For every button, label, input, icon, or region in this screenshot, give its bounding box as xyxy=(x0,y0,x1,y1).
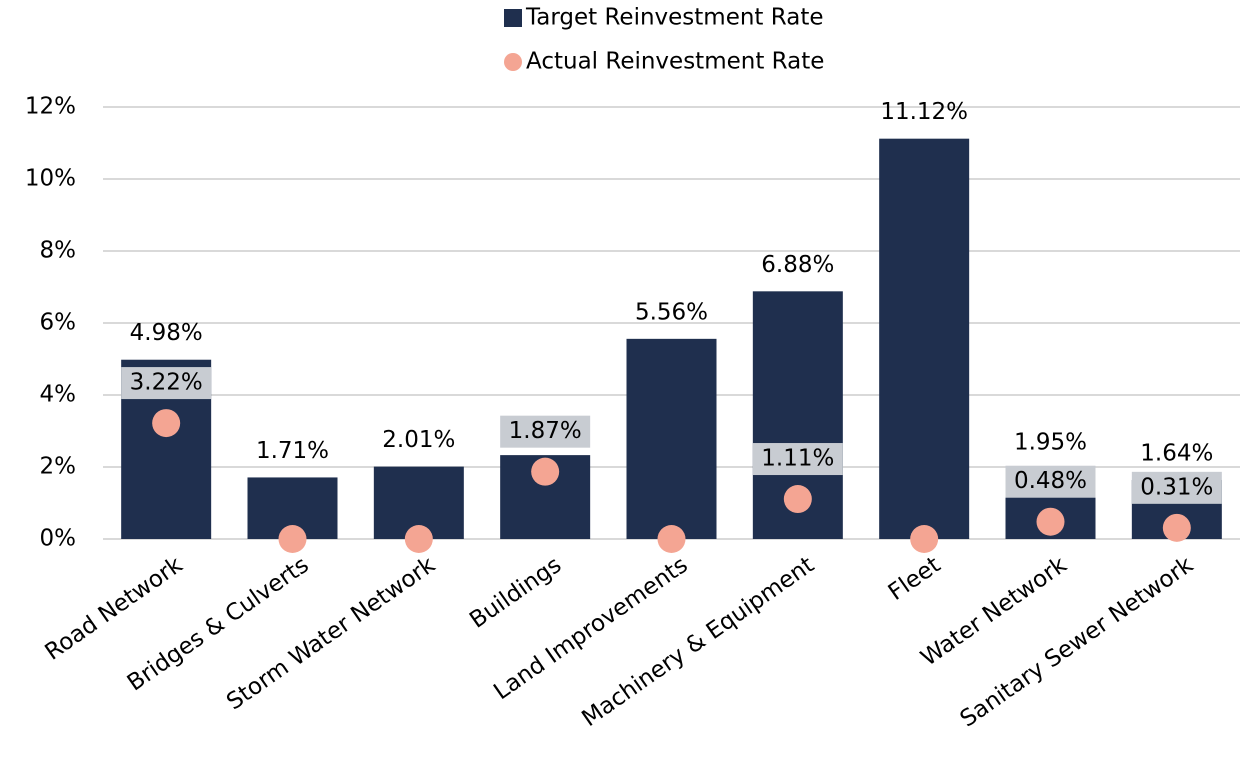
bar xyxy=(879,138,970,539)
x-tick-label: Sanitary Sewer Network xyxy=(956,552,1199,733)
point xyxy=(1162,513,1191,542)
label-background xyxy=(500,415,591,448)
point-value-label: 3.22% xyxy=(130,370,203,396)
y-tick-label: 12% xyxy=(25,94,76,120)
bar-value-label: 4.98% xyxy=(130,320,203,346)
bar-value-label: 2.01% xyxy=(382,427,455,453)
legend-swatch xyxy=(504,9,522,27)
point xyxy=(531,457,560,486)
point-value-label: 0.48% xyxy=(1014,468,1087,494)
legend-label: Target Reinvestment Rate xyxy=(525,5,824,31)
x-tick-label: Storm Water Network xyxy=(222,552,440,716)
legend-swatch xyxy=(504,53,522,71)
y-tick-label: 0% xyxy=(40,526,77,552)
point-value-label: 1.11% xyxy=(761,446,834,472)
label-background xyxy=(1131,471,1222,504)
bar-value-label: 11.12% xyxy=(880,99,968,125)
bar xyxy=(626,338,717,539)
y-tick-label: 10% xyxy=(25,166,76,192)
label-background xyxy=(752,443,843,476)
x-tick-label: Buildings xyxy=(465,552,566,634)
bar-value-label: 1.64% xyxy=(1140,440,1213,466)
bar-value-label: 1.71% xyxy=(256,438,329,464)
bar-value-label: 5.56% xyxy=(635,299,708,325)
legend-label: Actual Reinvestment Rate xyxy=(526,49,824,75)
point-value-label: 1.87% xyxy=(509,418,582,444)
point xyxy=(404,525,433,553)
bar-value-label: 6.88% xyxy=(761,252,834,278)
y-tick-label: 6% xyxy=(40,310,77,336)
x-tick-label: Fleet xyxy=(884,552,946,606)
point xyxy=(910,525,939,553)
point-value-label: 0.31% xyxy=(1140,474,1213,500)
y-tick-label: 4% xyxy=(40,382,77,408)
label-background xyxy=(121,367,212,400)
bar-value-label: 1.95% xyxy=(1014,429,1087,455)
point xyxy=(657,525,686,553)
point xyxy=(783,485,812,514)
y-tick-label: 2% xyxy=(40,454,77,480)
label-background xyxy=(1005,465,1096,498)
point xyxy=(278,525,307,553)
point xyxy=(1036,507,1065,536)
y-tick-label: 8% xyxy=(40,238,77,264)
x-tick-label: Machinery & Equipment xyxy=(577,552,819,732)
point xyxy=(152,409,181,438)
